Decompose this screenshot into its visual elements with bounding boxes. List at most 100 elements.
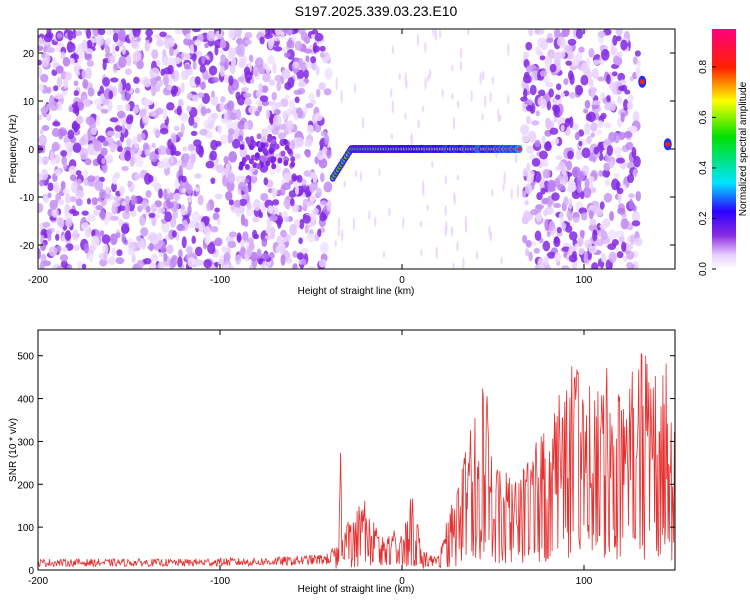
heatmap-cell bbox=[176, 105, 182, 116]
heatmap-cell bbox=[223, 111, 228, 123]
heatmap-cell bbox=[310, 56, 317, 64]
heatmap-cell bbox=[130, 195, 138, 206]
heatmap-cell bbox=[280, 254, 286, 266]
heatmap-cell bbox=[291, 203, 299, 213]
y-tick-label: 400 bbox=[17, 395, 34, 406]
heatmap-cell bbox=[68, 165, 77, 175]
heatmap-cell bbox=[527, 130, 537, 143]
heatmap-cell bbox=[193, 139, 202, 147]
heatmap-cell bbox=[633, 250, 639, 258]
heatmap-cell bbox=[484, 94, 487, 108]
heatmap-cell bbox=[547, 186, 556, 192]
heatmap-cell bbox=[615, 29, 623, 36]
heatmap-cell bbox=[124, 68, 132, 76]
heatmap-cell bbox=[566, 209, 573, 219]
heatmap-cell bbox=[235, 108, 242, 121]
heatmap-cell bbox=[626, 101, 633, 110]
heatmap-cell bbox=[602, 169, 611, 178]
heatmap-cell bbox=[611, 239, 619, 247]
heatmap-cell bbox=[503, 171, 506, 185]
heatmap-cell bbox=[170, 147, 175, 155]
heatmap-cell bbox=[502, 182, 505, 192]
heatmap-cell bbox=[452, 262, 455, 269]
heatmap-cell bbox=[606, 94, 611, 103]
y-tick-label: 0 bbox=[28, 566, 34, 577]
heatmap-cell bbox=[296, 69, 305, 79]
heatmap-cell bbox=[571, 250, 577, 259]
heatmap-cell bbox=[69, 196, 77, 202]
heatmap-cell bbox=[265, 160, 271, 167]
heatmap-cell bbox=[154, 243, 159, 251]
heatmap-cell bbox=[391, 45, 395, 55]
heatmap-cell bbox=[255, 163, 261, 170]
heatmap-cell bbox=[275, 29, 282, 36]
heatmap-cell bbox=[242, 92, 252, 99]
heatmap-cell bbox=[531, 240, 537, 247]
colorbar-tick-label: 0.0 bbox=[698, 262, 709, 276]
heatmap-cell bbox=[166, 102, 175, 111]
heatmap-cell bbox=[540, 187, 546, 195]
heatmap-cell bbox=[187, 204, 192, 216]
heatmap-cell bbox=[188, 115, 195, 126]
heatmap-cell bbox=[481, 113, 484, 121]
heatmap-cell bbox=[603, 192, 613, 203]
heatmap-cell bbox=[533, 247, 540, 254]
heatmap-cell bbox=[205, 108, 212, 114]
heatmap-cell bbox=[556, 36, 566, 48]
heatmap-cell bbox=[475, 250, 479, 260]
heatmap-cell bbox=[238, 164, 244, 171]
heatmap-cell bbox=[420, 248, 423, 257]
heatmap-cell bbox=[82, 99, 92, 107]
heatmap-cell bbox=[50, 158, 57, 165]
heatmap-cell bbox=[39, 179, 45, 187]
heatmap-cell bbox=[632, 168, 638, 178]
heatmap-cell bbox=[151, 142, 156, 149]
heatmap-cell bbox=[542, 169, 551, 179]
heatmap-cell bbox=[390, 88, 393, 98]
heatmap-cell bbox=[546, 231, 551, 238]
heatmap-cell bbox=[93, 98, 102, 106]
heatmap-cell bbox=[635, 190, 642, 202]
heatmap-cell bbox=[44, 52, 51, 64]
heatmap-cell bbox=[293, 112, 298, 121]
heatmap-cell bbox=[244, 71, 253, 81]
heatmap-cell bbox=[306, 200, 315, 207]
heatmap-cell bbox=[171, 86, 177, 98]
heatmap-cell bbox=[515, 153, 518, 165]
heatmap-cell bbox=[567, 38, 577, 46]
heatmap-cell bbox=[626, 261, 633, 269]
heatmap-cell bbox=[47, 192, 52, 199]
heatmap-cell bbox=[117, 29, 126, 42]
heatmap-cell bbox=[38, 37, 43, 47]
heatmap-cell bbox=[148, 262, 157, 269]
heatmap-cell bbox=[219, 65, 225, 77]
heatmap-cell bbox=[219, 39, 227, 49]
heatmap-cell bbox=[571, 260, 578, 269]
heatmap-cell bbox=[591, 68, 599, 80]
heatmap-cell bbox=[177, 256, 183, 268]
heatmap-cell bbox=[207, 242, 216, 255]
heatmap-cell bbox=[193, 116, 201, 123]
heatmap-cell bbox=[635, 66, 641, 79]
heatmap-cell bbox=[575, 84, 584, 96]
heatmap-cell bbox=[117, 110, 126, 119]
heatmap-cell bbox=[274, 102, 282, 108]
heatmap-cell bbox=[100, 108, 109, 114]
heatmap-cell bbox=[284, 216, 290, 223]
heatmap-cell bbox=[101, 158, 106, 165]
heatmap-cell bbox=[260, 85, 269, 93]
heatmap-cell bbox=[130, 209, 137, 218]
heatmap-cell bbox=[320, 172, 325, 183]
heatmap-cell bbox=[583, 251, 589, 263]
heatmap-cell bbox=[228, 231, 237, 238]
heatmap-cell bbox=[191, 29, 201, 33]
heatmap-cell bbox=[520, 96, 528, 102]
heatmap-cell bbox=[555, 83, 562, 91]
heatmap-cell bbox=[119, 132, 125, 143]
heatmap-cell bbox=[526, 162, 531, 173]
heatmap-cell bbox=[181, 236, 187, 249]
heatmap-cell bbox=[620, 39, 628, 51]
heatmap-cell bbox=[228, 265, 234, 269]
heatmap-cell bbox=[589, 218, 597, 226]
heatmap-cell bbox=[115, 232, 121, 239]
